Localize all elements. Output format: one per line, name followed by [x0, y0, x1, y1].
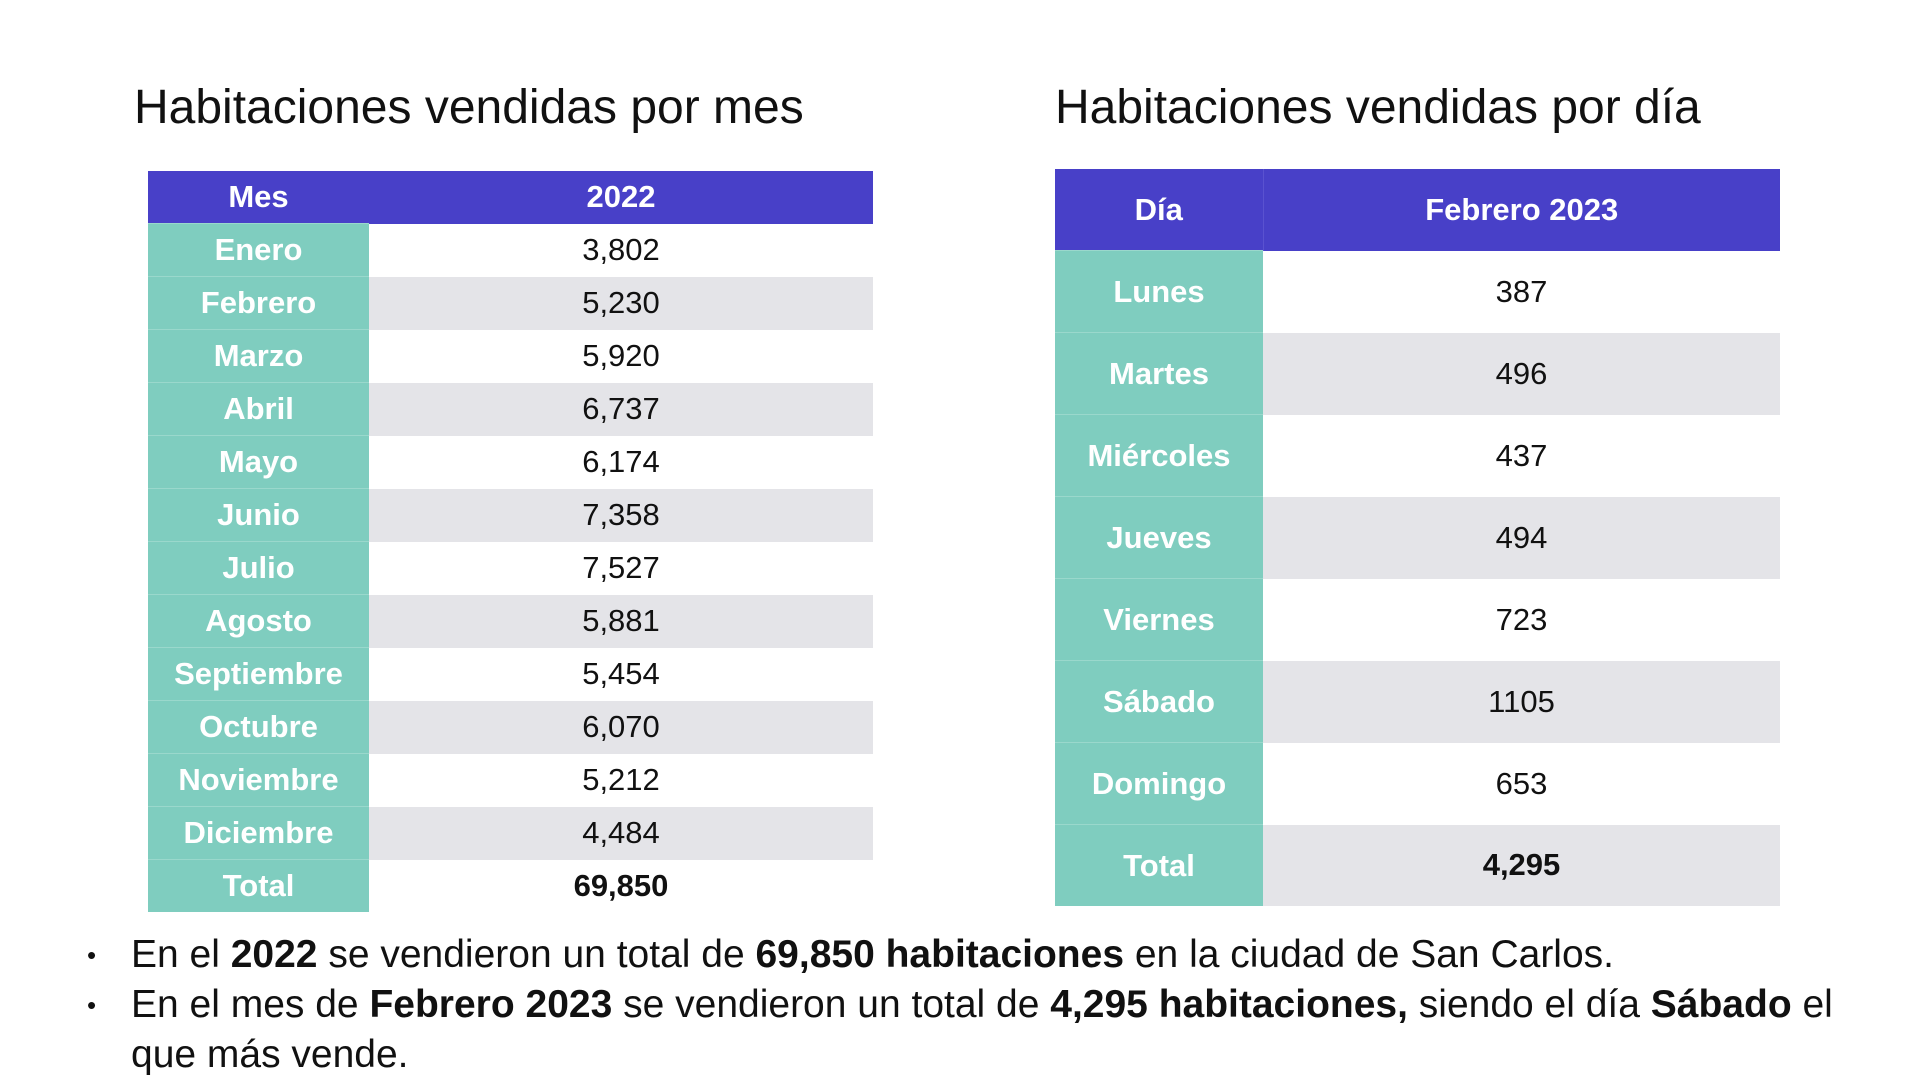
- header-day: Día: [1055, 169, 1264, 251]
- row-label: Diciembre: [148, 806, 369, 860]
- row-label: Viernes: [1055, 578, 1263, 661]
- header-period: Febrero 2023: [1263, 169, 1780, 251]
- row-value: 5,881: [369, 594, 873, 648]
- row-label: Mayo: [148, 435, 369, 489]
- bullet-icon: •: [87, 990, 97, 1020]
- table-row: Enero 3,802: [148, 223, 873, 277]
- row-value: 5,230: [369, 276, 873, 330]
- table-header-row: Mes 2022: [148, 171, 873, 224]
- header-year: 2022: [369, 171, 873, 224]
- table-header-row: Día Febrero 2023: [1055, 169, 1780, 251]
- daily-table: Día Febrero 2023 Lunes 387 Martes 496 Miérco…: [1055, 169, 1780, 906]
- row-value: 6,737: [369, 382, 873, 436]
- row-value: 6,070: [369, 700, 873, 754]
- row-value: 653: [1495, 765, 1548, 801]
- table-row: Octubre 6,070: [148, 700, 873, 754]
- bullet-text: En el: [131, 933, 231, 976]
- table-row: Septiembre 5,454: [148, 647, 873, 701]
- summary-bullets: • En el 2022 se vendieron un total de 69…: [87, 930, 1887, 1080]
- bullet-bold: Febrero 2023: [369, 983, 613, 1026]
- row-label: Agosto: [148, 594, 369, 648]
- monthly-title: Habitaciones vendidas por mes: [134, 81, 804, 134]
- table-row: Mayo 6,174: [148, 435, 873, 489]
- row-value: 387: [1495, 273, 1548, 309]
- bullet-text: el que más vende.: [131, 983, 1833, 1076]
- row-value: 1105: [1263, 660, 1780, 743]
- table-row: Viernes 723: [1055, 578, 1780, 661]
- row-value: 3,802: [582, 232, 660, 267]
- monthly-table: Mes 2022 Enero 3,802 Febrero 5,230 Marzo 5,92…: [148, 171, 873, 912]
- table-row: Jueves 494: [1055, 496, 1780, 579]
- row-label: Martes: [1055, 332, 1263, 415]
- row-label: Miércoles: [1055, 414, 1263, 497]
- bullet-text: en la ciudad de San Carlos.: [1124, 933, 1614, 976]
- row-value: 6,174: [582, 444, 660, 479]
- total-row: Total 4,295: [1055, 824, 1780, 906]
- table-row: Martes 496: [1055, 332, 1780, 415]
- bullet-item: • En el mes de Febrero 2023 se vendieron…: [87, 980, 1887, 1080]
- table-row: Domingo 653: [1055, 742, 1780, 825]
- table-row: Marzo 5,920: [148, 329, 873, 383]
- row-label: Sábado: [1055, 660, 1263, 743]
- row-value: 5,920: [582, 338, 660, 373]
- bullet-bold: 2022: [230, 933, 318, 976]
- row-label: Total: [1055, 824, 1263, 906]
- row-label: Domingo: [1055, 742, 1263, 825]
- row-label: Junio: [148, 488, 369, 542]
- row-label: Jueves: [1055, 496, 1263, 579]
- table-row: Sábado 1105: [1055, 660, 1780, 743]
- table-row: Miércoles 437: [1055, 414, 1780, 497]
- header-month: Mes: [148, 171, 369, 224]
- total-row: Total 69,850: [148, 859, 873, 912]
- row-value: 496: [1263, 332, 1780, 415]
- row-value: 723: [1495, 601, 1548, 637]
- row-value: 437: [1495, 437, 1548, 473]
- row-label: Septiembre: [148, 647, 369, 701]
- row-value: 69,850: [573, 867, 669, 903]
- bullet-bold: Sábado: [1650, 983, 1792, 1026]
- table-row: Noviembre 5,212: [148, 753, 873, 807]
- row-label: Enero: [148, 223, 369, 277]
- table-row: Abril 6,737: [148, 382, 873, 436]
- bullet-text: se vendieron un total de: [317, 933, 756, 976]
- row-label: Octubre: [148, 700, 369, 754]
- row-label: Julio: [148, 541, 369, 595]
- bullet-bold: 69,850 habitaciones: [755, 933, 1125, 976]
- row-value: 494: [1263, 496, 1780, 579]
- table-row: Agosto 5,881: [148, 594, 873, 648]
- row-label: Noviembre: [148, 753, 369, 807]
- table-row: Lunes 387: [1055, 250, 1780, 333]
- bullet-item: • En el 2022 se vendieron un total de 69…: [87, 930, 1887, 980]
- row-label: Febrero: [148, 276, 369, 330]
- bullet-bold: 4,295 habitaciones,: [1050, 983, 1408, 1026]
- row-label: Abril: [148, 382, 369, 436]
- row-value: 7,358: [369, 488, 873, 542]
- row-value: 7,527: [582, 550, 660, 585]
- bullet-text: se vendieron un total de: [612, 983, 1051, 1026]
- row-value: 4,295: [1263, 824, 1780, 906]
- row-value: 4,484: [369, 806, 873, 860]
- daily-title: Habitaciones vendidas por día: [1055, 81, 1701, 134]
- row-label: Total: [148, 859, 369, 912]
- table-row: Julio 7,527: [148, 541, 873, 595]
- row-value: 5,212: [582, 762, 660, 797]
- bullet-text: En el mes de: [131, 983, 370, 1026]
- table-row: Junio 7,358: [148, 488, 873, 542]
- row-label: Marzo: [148, 329, 369, 383]
- bullet-icon: •: [87, 940, 97, 970]
- bullet-text: siendo el día: [1407, 983, 1651, 1026]
- row-value: 5,454: [582, 656, 660, 691]
- table-row: Febrero 5,230: [148, 276, 873, 330]
- row-label: Lunes: [1055, 250, 1263, 333]
- table-row: Diciembre 4,484: [148, 806, 873, 860]
